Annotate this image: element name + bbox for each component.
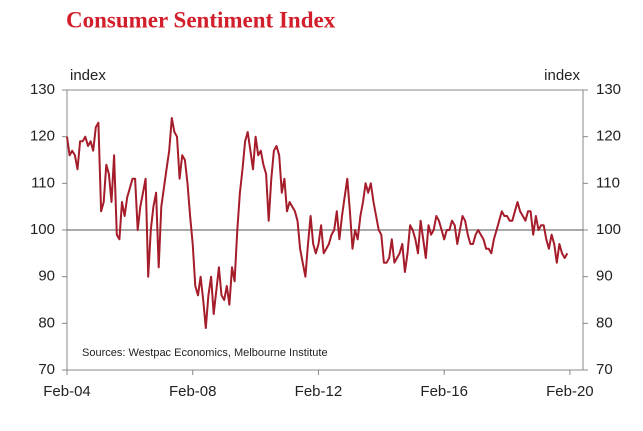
- x-tick-label: Feb-04: [43, 383, 91, 400]
- y2-axis-label: index: [544, 67, 580, 84]
- y-tick-label: 100: [30, 221, 55, 238]
- y-tick-label: 90: [38, 268, 55, 285]
- series-line: [66, 117, 569, 329]
- chart-title: Consumer Sentiment Index: [66, 7, 336, 32]
- y2-tick-label: 90: [596, 268, 613, 285]
- y2-tick-label: 70: [596, 361, 613, 378]
- source-note: Sources: Westpac Economics, Melbourne In…: [82, 347, 328, 359]
- y-axis-label: index: [70, 67, 106, 84]
- y-tick-label: 110: [31, 174, 55, 191]
- y2-tick-label: 100: [596, 221, 621, 238]
- y-tick-label: 120: [30, 128, 55, 145]
- y-tick-label: 80: [38, 314, 55, 331]
- y2-tick-label: 120: [596, 128, 621, 145]
- x-tick-label: Feb-20: [546, 383, 594, 400]
- y2-tick-label: 130: [596, 81, 621, 98]
- x-tick-label: Feb-16: [420, 383, 468, 400]
- x-tick-label: Feb-08: [169, 383, 217, 400]
- y-tick-label: 130: [30, 81, 55, 98]
- y2-tick-label: 110: [596, 174, 620, 191]
- x-tick-label: Feb-12: [295, 383, 343, 400]
- y2-tick-label: 80: [596, 314, 613, 331]
- y-tick-label: 70: [38, 361, 55, 378]
